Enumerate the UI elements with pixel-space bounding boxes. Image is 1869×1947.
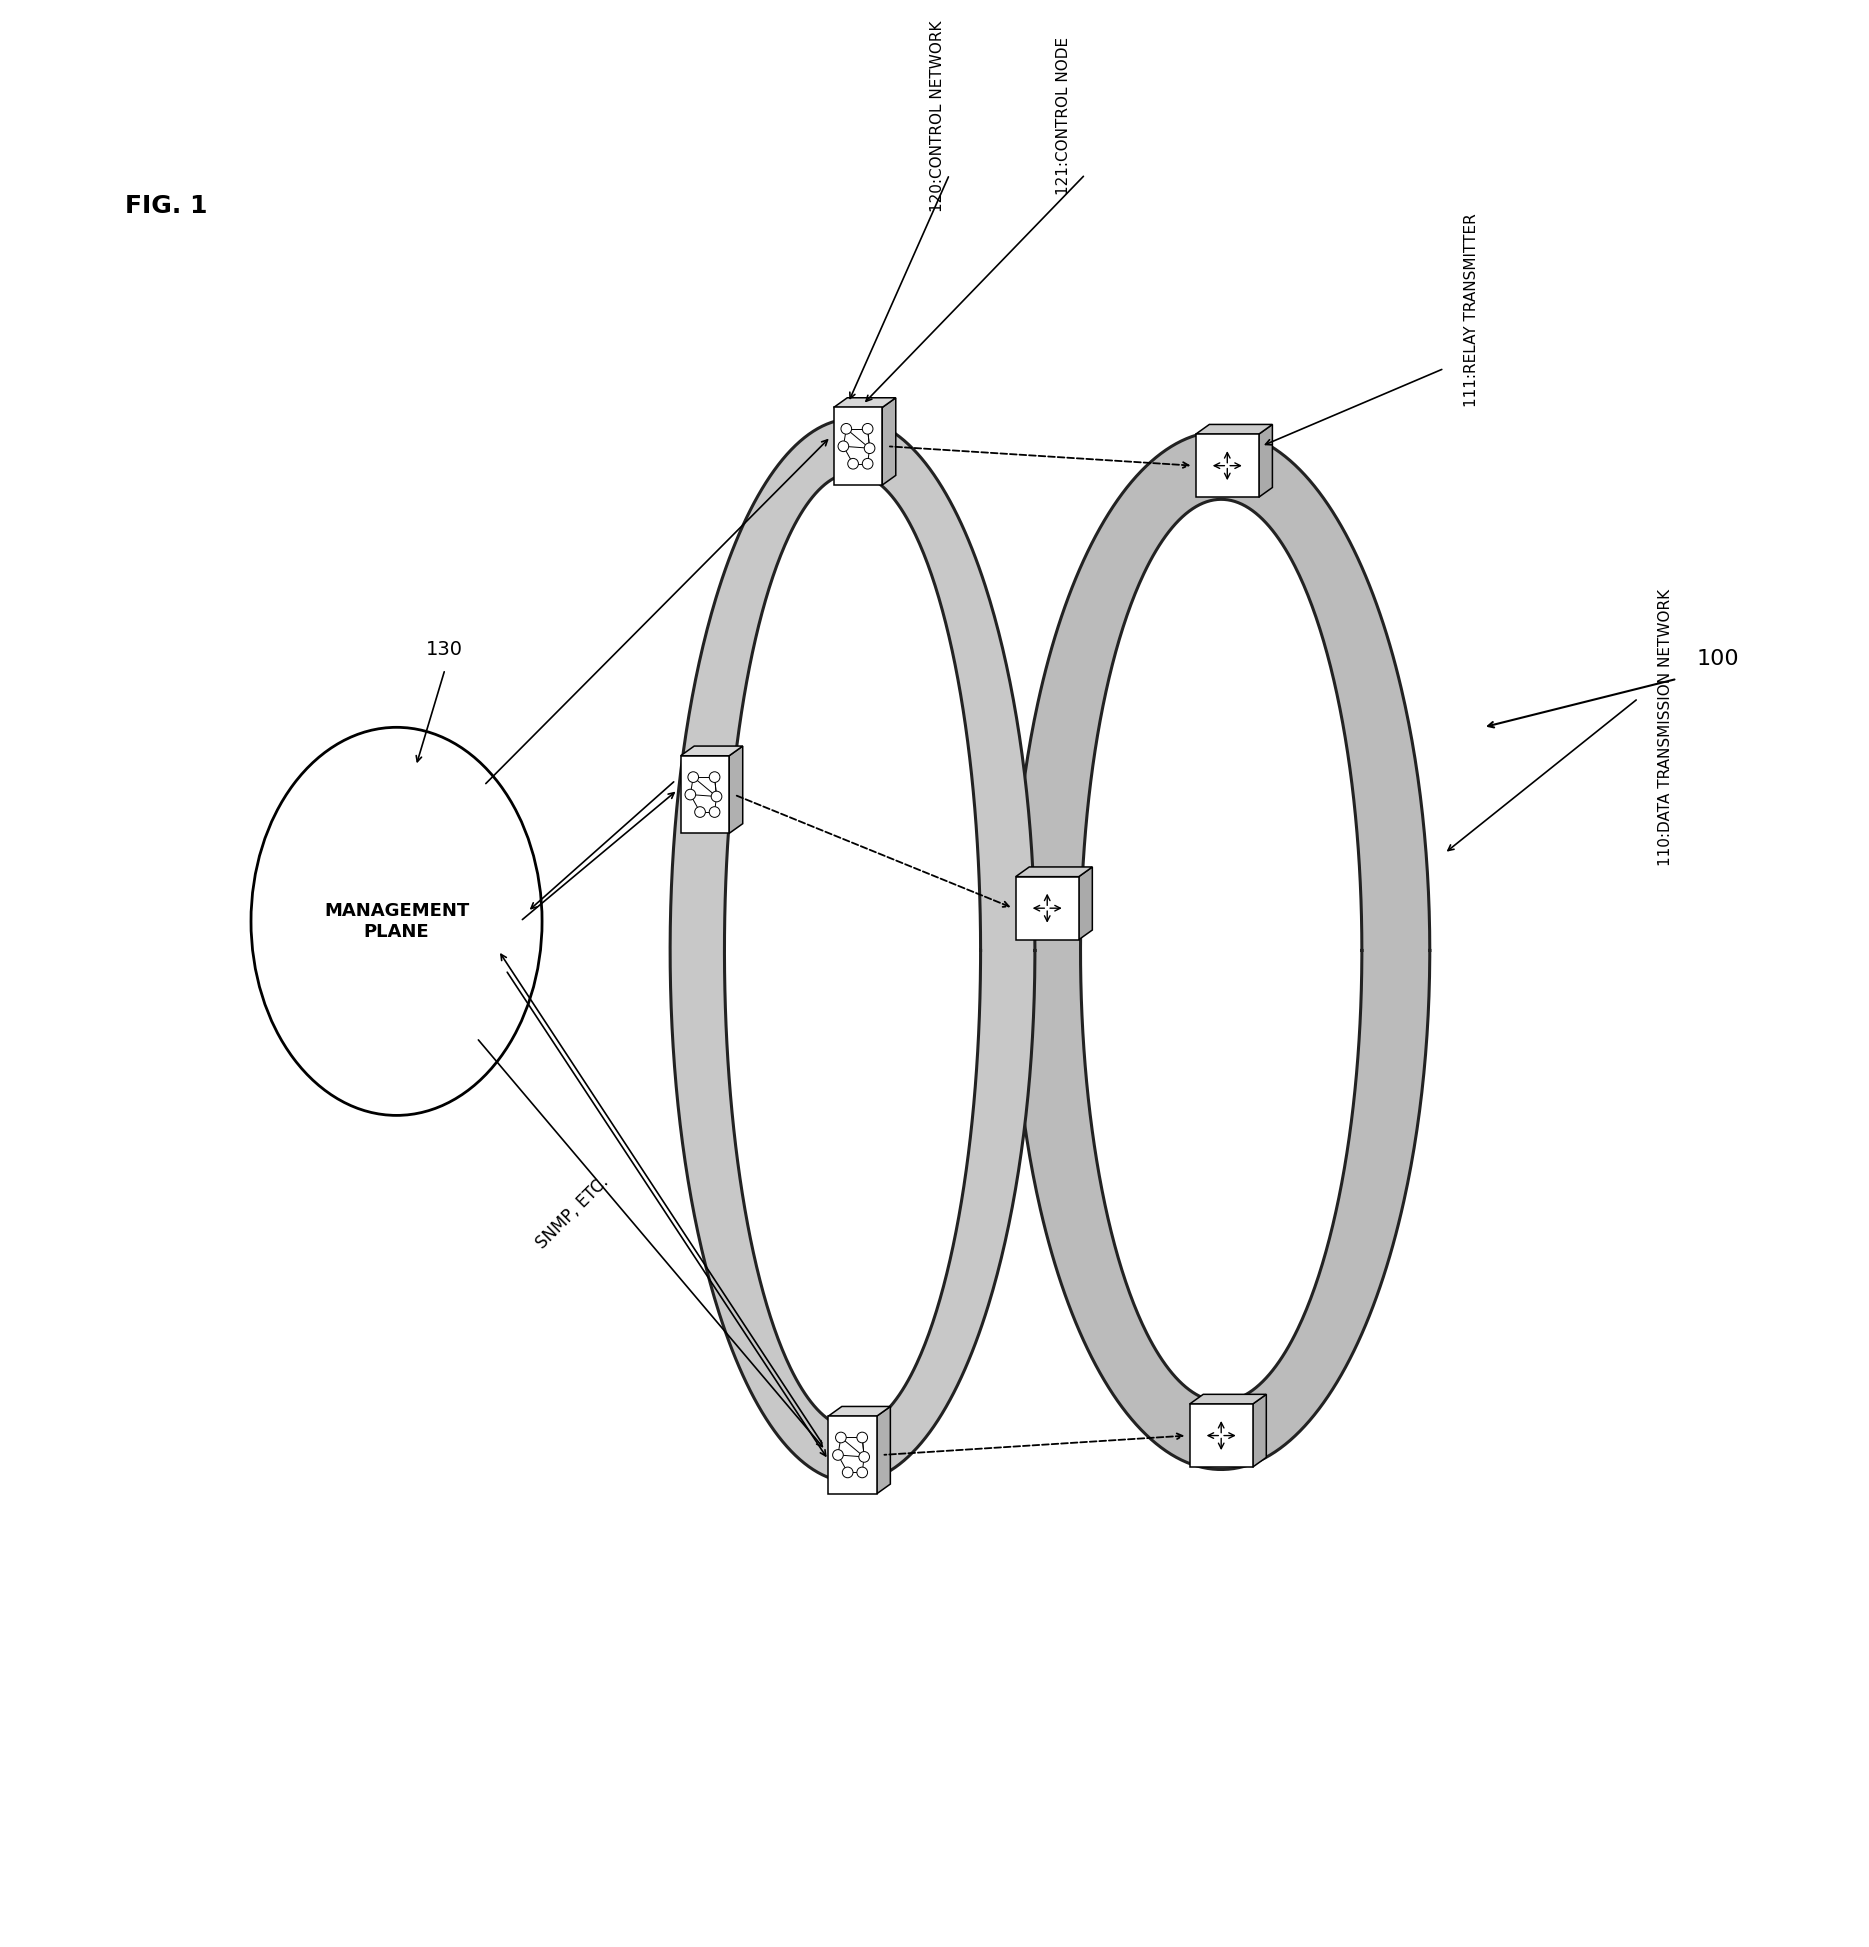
Polygon shape: [1015, 876, 1078, 940]
Polygon shape: [680, 746, 742, 755]
Circle shape: [708, 806, 720, 818]
Polygon shape: [1196, 434, 1260, 496]
Circle shape: [841, 424, 852, 434]
Polygon shape: [1078, 866, 1091, 940]
Text: MANAGEMENT
PLANE: MANAGEMENT PLANE: [323, 901, 469, 940]
Polygon shape: [1015, 866, 1091, 876]
Circle shape: [843, 1468, 852, 1478]
Text: 110:DATA TRANSMISSION NETWORK: 110:DATA TRANSMISSION NETWORK: [1658, 588, 1673, 866]
Text: 121:CONTROL NODE: 121:CONTROL NODE: [1056, 37, 1071, 195]
Polygon shape: [1191, 1394, 1267, 1404]
Ellipse shape: [250, 728, 542, 1116]
Circle shape: [860, 1452, 869, 1462]
Polygon shape: [1196, 424, 1273, 434]
Polygon shape: [828, 1415, 877, 1493]
Circle shape: [695, 806, 705, 818]
Circle shape: [856, 1468, 867, 1478]
Text: 130: 130: [426, 641, 464, 660]
Polygon shape: [834, 407, 882, 485]
Text: SNMP, ETC.: SNMP, ETC.: [533, 1172, 611, 1252]
Text: FIG. 1: FIG. 1: [125, 193, 207, 218]
Polygon shape: [1013, 432, 1430, 1470]
Polygon shape: [828, 1406, 890, 1415]
Polygon shape: [680, 755, 729, 833]
Circle shape: [832, 1451, 843, 1460]
Circle shape: [837, 440, 849, 452]
Circle shape: [856, 1433, 867, 1443]
Circle shape: [862, 424, 873, 434]
Text: 100: 100: [1697, 650, 1740, 670]
Polygon shape: [671, 419, 1035, 1482]
Polygon shape: [882, 397, 895, 485]
Circle shape: [863, 442, 875, 454]
Circle shape: [849, 458, 858, 469]
Polygon shape: [1191, 1404, 1252, 1468]
Polygon shape: [877, 1406, 890, 1493]
Text: 120:CONTROL NETWORK: 120:CONTROL NETWORK: [931, 19, 946, 212]
Circle shape: [686, 789, 695, 800]
Polygon shape: [1260, 424, 1273, 496]
Polygon shape: [1252, 1394, 1267, 1468]
Circle shape: [862, 458, 873, 469]
Circle shape: [688, 771, 699, 783]
Text: 111:RELAY TRANSMITTER: 111:RELAY TRANSMITTER: [1463, 214, 1478, 407]
Polygon shape: [729, 746, 742, 833]
Circle shape: [835, 1433, 847, 1443]
Circle shape: [712, 790, 721, 802]
Polygon shape: [834, 397, 895, 407]
Circle shape: [708, 771, 720, 783]
